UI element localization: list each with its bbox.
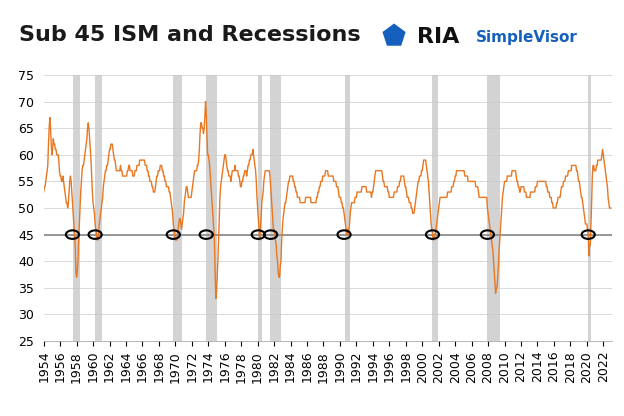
Bar [432,75,438,341]
Bar [206,75,217,341]
Bar [344,75,349,341]
Text: Sub 45 ISM and Recessions: Sub 45 ISM and Recessions [19,25,360,45]
Text: RIA: RIA [417,27,459,47]
Bar [73,75,80,341]
Bar [258,75,261,341]
Text: SimpleVisor: SimpleVisor [476,30,578,45]
Bar [487,75,500,341]
Bar [270,75,281,341]
Bar [588,75,591,341]
Text: ⬟: ⬟ [381,23,406,52]
Bar [95,75,102,341]
Bar [173,75,182,341]
